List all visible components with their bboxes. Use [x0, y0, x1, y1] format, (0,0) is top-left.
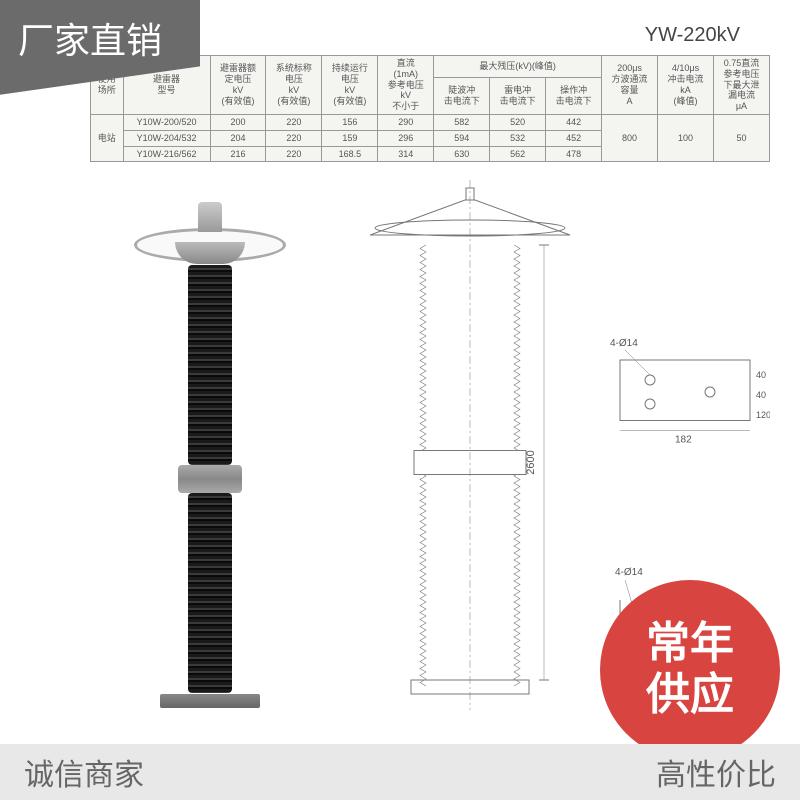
base-plate: [160, 694, 260, 708]
arrester-photo: [60, 180, 360, 720]
footer-left: 诚信商家: [24, 750, 144, 794]
svg-text:120: 120: [756, 410, 770, 420]
svg-text:4-Ø14: 4-Ø14: [615, 567, 643, 578]
spec-table: 使用 场所避雷器 型号避雷器额 定电压 kV (有效值)系统标称 电压 kV (…: [90, 55, 770, 162]
svg-text:2600: 2600: [525, 450, 537, 474]
badge-supply-text: 常年 供应: [646, 619, 734, 720]
svg-text:4-Ø14: 4-Ø14: [610, 338, 638, 349]
mid-flange: [178, 465, 242, 493]
table-body: 电站Y10W-200/52020022015629058252044280010…: [91, 114, 770, 161]
top-cap-cone: [175, 242, 245, 264]
fin-upper: [188, 265, 232, 465]
badge-supply: 常年 供应: [600, 580, 780, 760]
terminal-top: [198, 202, 222, 232]
svg-text:182: 182: [675, 435, 692, 446]
spec-table-wrap: 使用 场所避雷器 型号避雷器额 定电压 kV (有效值)系统标称 电压 kV (…: [90, 55, 770, 162]
arrester-body: [140, 210, 280, 710]
footer-bar: 诚信商家 高性价比: [0, 744, 800, 800]
svg-text:40: 40: [756, 370, 766, 380]
fin-lower: [188, 493, 232, 693]
footer-right: 高性价比: [656, 750, 776, 794]
model-title: YW-220kV: [645, 24, 740, 47]
svg-text:40: 40: [756, 390, 766, 400]
